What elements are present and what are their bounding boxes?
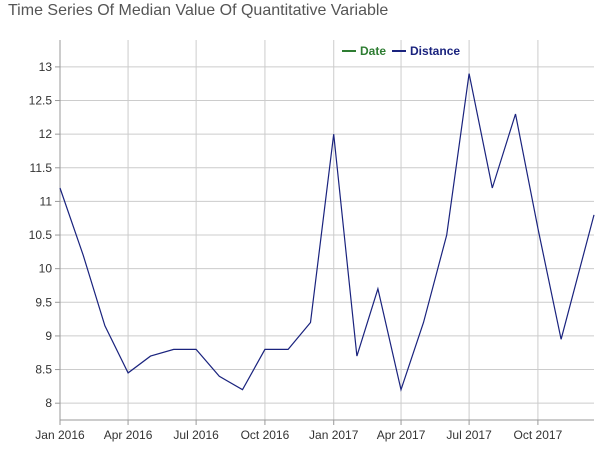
y-tick-label: 10: [39, 262, 53, 276]
x-tick-labels: Jan 2016 Apr 2016 Jul 2016 Oct 2016 Jan 2017…: [35, 428, 562, 442]
x-tick-label: Oct 2016: [241, 428, 290, 442]
y-tick-label: 13: [39, 60, 53, 74]
chart-title: Time Series Of Median Value Of Quantitat…: [8, 2, 389, 19]
y-tick-label: 8: [45, 396, 52, 410]
grid-lines: [59, 40, 594, 420]
y-tick-label: 12.5: [29, 94, 53, 108]
y-tick-label: 9.5: [35, 295, 52, 309]
x-tick-label: Apr 2017: [377, 428, 426, 442]
x-tick-label: Apr 2016: [104, 428, 153, 442]
series-lines: [59, 73, 595, 392]
axes: [55, 40, 594, 425]
x-tick-label: Jul 2017: [446, 428, 492, 442]
y-tick-label: 11: [40, 194, 53, 208]
legend-label-distance: Distance: [410, 44, 460, 58]
x-tick-label: Jan 2016: [35, 428, 85, 442]
x-tick-label: Jan 2017: [309, 428, 359, 442]
x-tick-label: Oct 2017: [514, 428, 563, 442]
x-tick-label: Jul 2016: [173, 428, 219, 442]
y-tick-label: 8.5: [35, 363, 52, 377]
series-line-distance: [59, 73, 595, 392]
legend: Date Distance: [342, 44, 460, 58]
y-tick-label: 11.5: [30, 161, 53, 175]
y-tick-labels: 8 8.5 9 9.5 10 10.5 11 11.5 12 12.5 13: [29, 60, 53, 410]
legend-label-date: Date: [360, 44, 386, 58]
y-tick-label: 10.5: [29, 228, 53, 242]
y-tick-label: 9: [45, 329, 52, 343]
y-tick-label: 12: [39, 127, 53, 141]
